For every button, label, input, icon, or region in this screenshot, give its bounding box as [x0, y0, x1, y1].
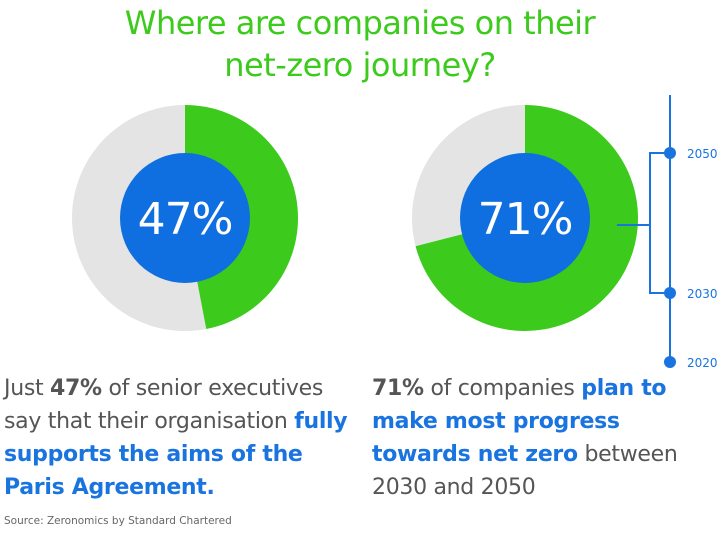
left-caption: Just 47% of senior executives say that t…	[4, 372, 354, 504]
donut-center-label: 71%	[478, 194, 573, 245]
donut-center-label: 47%	[138, 194, 233, 245]
timeline-label-2020: 2020	[687, 356, 718, 370]
timeline-dot-2030	[664, 287, 676, 299]
source-note: Source: Zeronomics by Standard Chartered	[4, 515, 232, 527]
donut-chart-47: 47%	[72, 105, 299, 331]
title-line-1: Where are companies on their	[124, 4, 596, 42]
page-title: Where are companies on their net-zero jo…	[0, 2, 720, 86]
donut-chart-71: 71%	[412, 105, 638, 331]
right-caption-highlight: plan to make most progress towards net z…	[372, 376, 667, 467]
timeline-label-2030: 2030	[687, 287, 718, 301]
right-caption-mid: of companies	[423, 376, 582, 401]
title-line-2: net-zero journey?	[224, 46, 496, 84]
right-caption: 71% of companies plan to make most progr…	[372, 372, 717, 504]
left-caption-mid: of senior executives say that their orga…	[4, 376, 324, 434]
donut-center	[460, 153, 590, 283]
right-caption-stat: 71%	[372, 376, 424, 401]
timeline-dot-2050	[664, 147, 676, 159]
left-caption-highlight: fully supports the aims of the Paris Agr…	[4, 409, 348, 500]
left-caption-pre: Just	[4, 376, 51, 401]
left-caption-stat: 47%	[50, 376, 102, 401]
timeline-label-2050: 2050	[687, 147, 718, 161]
donut-center	[120, 153, 250, 283]
right-caption-post: between 2030 and 2050	[372, 442, 678, 500]
timeline-bracket	[649, 152, 666, 294]
timeline-dot-2020	[664, 356, 676, 368]
timeline: 2050 2030 2020	[617, 95, 718, 370]
